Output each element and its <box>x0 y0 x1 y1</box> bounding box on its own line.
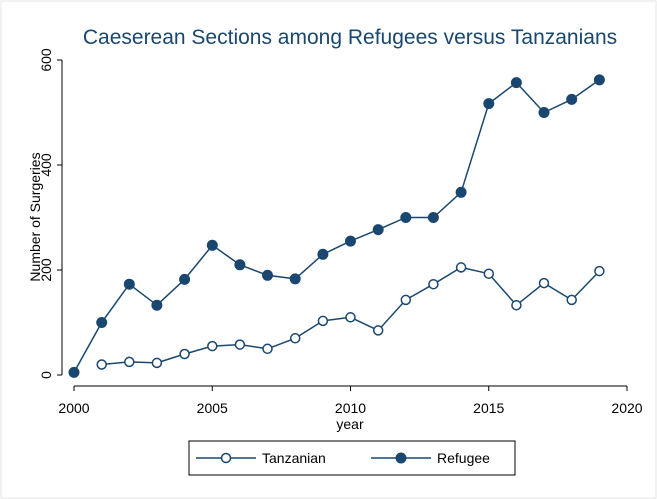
point-tanzanian-2016 <box>511 299 522 311</box>
x-axis-title: year <box>336 416 364 432</box>
y-tick-label-0: 0 <box>38 371 54 379</box>
point-tanzanian-2007 <box>262 343 273 355</box>
point-tanzanian-2004 <box>179 348 190 360</box>
point-tanzanian-2019 <box>594 265 605 277</box>
point-refugee-2009 <box>317 248 329 260</box>
point-refugee-2015 <box>483 98 495 110</box>
y-axis-title: Number of Surgeries <box>27 152 43 281</box>
point-tanzanian-2003 <box>151 357 163 369</box>
point-refugee-2017 <box>538 107 550 118</box>
x-tick-label-2000: 2000 <box>58 400 89 416</box>
legend-marker-refugee <box>395 452 407 464</box>
x-tick-label-2015: 2015 <box>473 400 504 416</box>
point-refugee-2002 <box>123 278 135 290</box>
point-tanzanian-2011 <box>372 325 384 336</box>
legend-label-tanzanian: Tanzanian <box>262 450 326 466</box>
series-line-refugee <box>73 79 600 373</box>
point-tanzanian-2001 <box>96 359 107 370</box>
legend-marker-tanzanian <box>220 452 232 464</box>
point-refugee-2000 <box>68 366 80 378</box>
point-tanzanian-2002 <box>124 356 135 368</box>
point-refugee-2013 <box>427 212 439 223</box>
point-tanzanian-2015 <box>483 268 495 279</box>
point-tanzanian-2005 <box>207 340 218 352</box>
point-tanzanian-2014 <box>455 262 467 273</box>
point-tanzanian-2009 <box>317 315 329 327</box>
point-refugee-2012 <box>400 212 412 223</box>
point-refugee-2019 <box>593 74 605 86</box>
point-tanzanian-2013 <box>428 278 439 290</box>
point-refugee-2007 <box>262 269 273 281</box>
y-tick-label-400: 400 <box>38 153 54 177</box>
point-refugee-2001 <box>96 317 108 328</box>
y-tick-label-600: 600 <box>38 48 54 72</box>
x-tick-label-2005: 2005 <box>197 400 228 416</box>
legend: Tanzanian Refugee <box>188 440 516 476</box>
point-refugee-2006 <box>234 259 246 271</box>
point-refugee-2008 <box>289 273 301 285</box>
x-tick-label-2010: 2010 <box>335 400 366 416</box>
point-tanzanian-2006 <box>234 339 246 350</box>
x-tick-label-2020: 2020 <box>611 400 642 416</box>
point-refugee-2010 <box>345 235 356 247</box>
point-refugee-2004 <box>179 273 191 285</box>
point-tanzanian-2017 <box>538 277 550 289</box>
point-refugee-2005 <box>206 239 218 251</box>
chart-title: Caeserean Sections among Refugees versus… <box>83 26 617 49</box>
legend-label-refugee: Refugee <box>437 450 490 466</box>
point-refugee-2018 <box>566 93 578 105</box>
plot-area <box>62 52 644 386</box>
point-tanzanian-2010 <box>345 312 356 323</box>
x-axis-ticks: 2000 2005 2010 2015 2020 <box>58 386 643 416</box>
point-tanzanian-2018 <box>566 294 577 306</box>
y-tick-label-200: 200 <box>38 258 54 282</box>
point-refugee-2016 <box>510 77 522 89</box>
y-axis-ticks: 0 200 400 600 <box>38 48 62 379</box>
point-refugee-2003 <box>151 299 163 311</box>
series-layer <box>68 74 605 378</box>
point-refugee-2014 <box>455 186 467 198</box>
point-tanzanian-2008 <box>289 333 301 344</box>
point-refugee-2011 <box>372 224 384 236</box>
point-tanzanian-2012 <box>400 294 412 306</box>
